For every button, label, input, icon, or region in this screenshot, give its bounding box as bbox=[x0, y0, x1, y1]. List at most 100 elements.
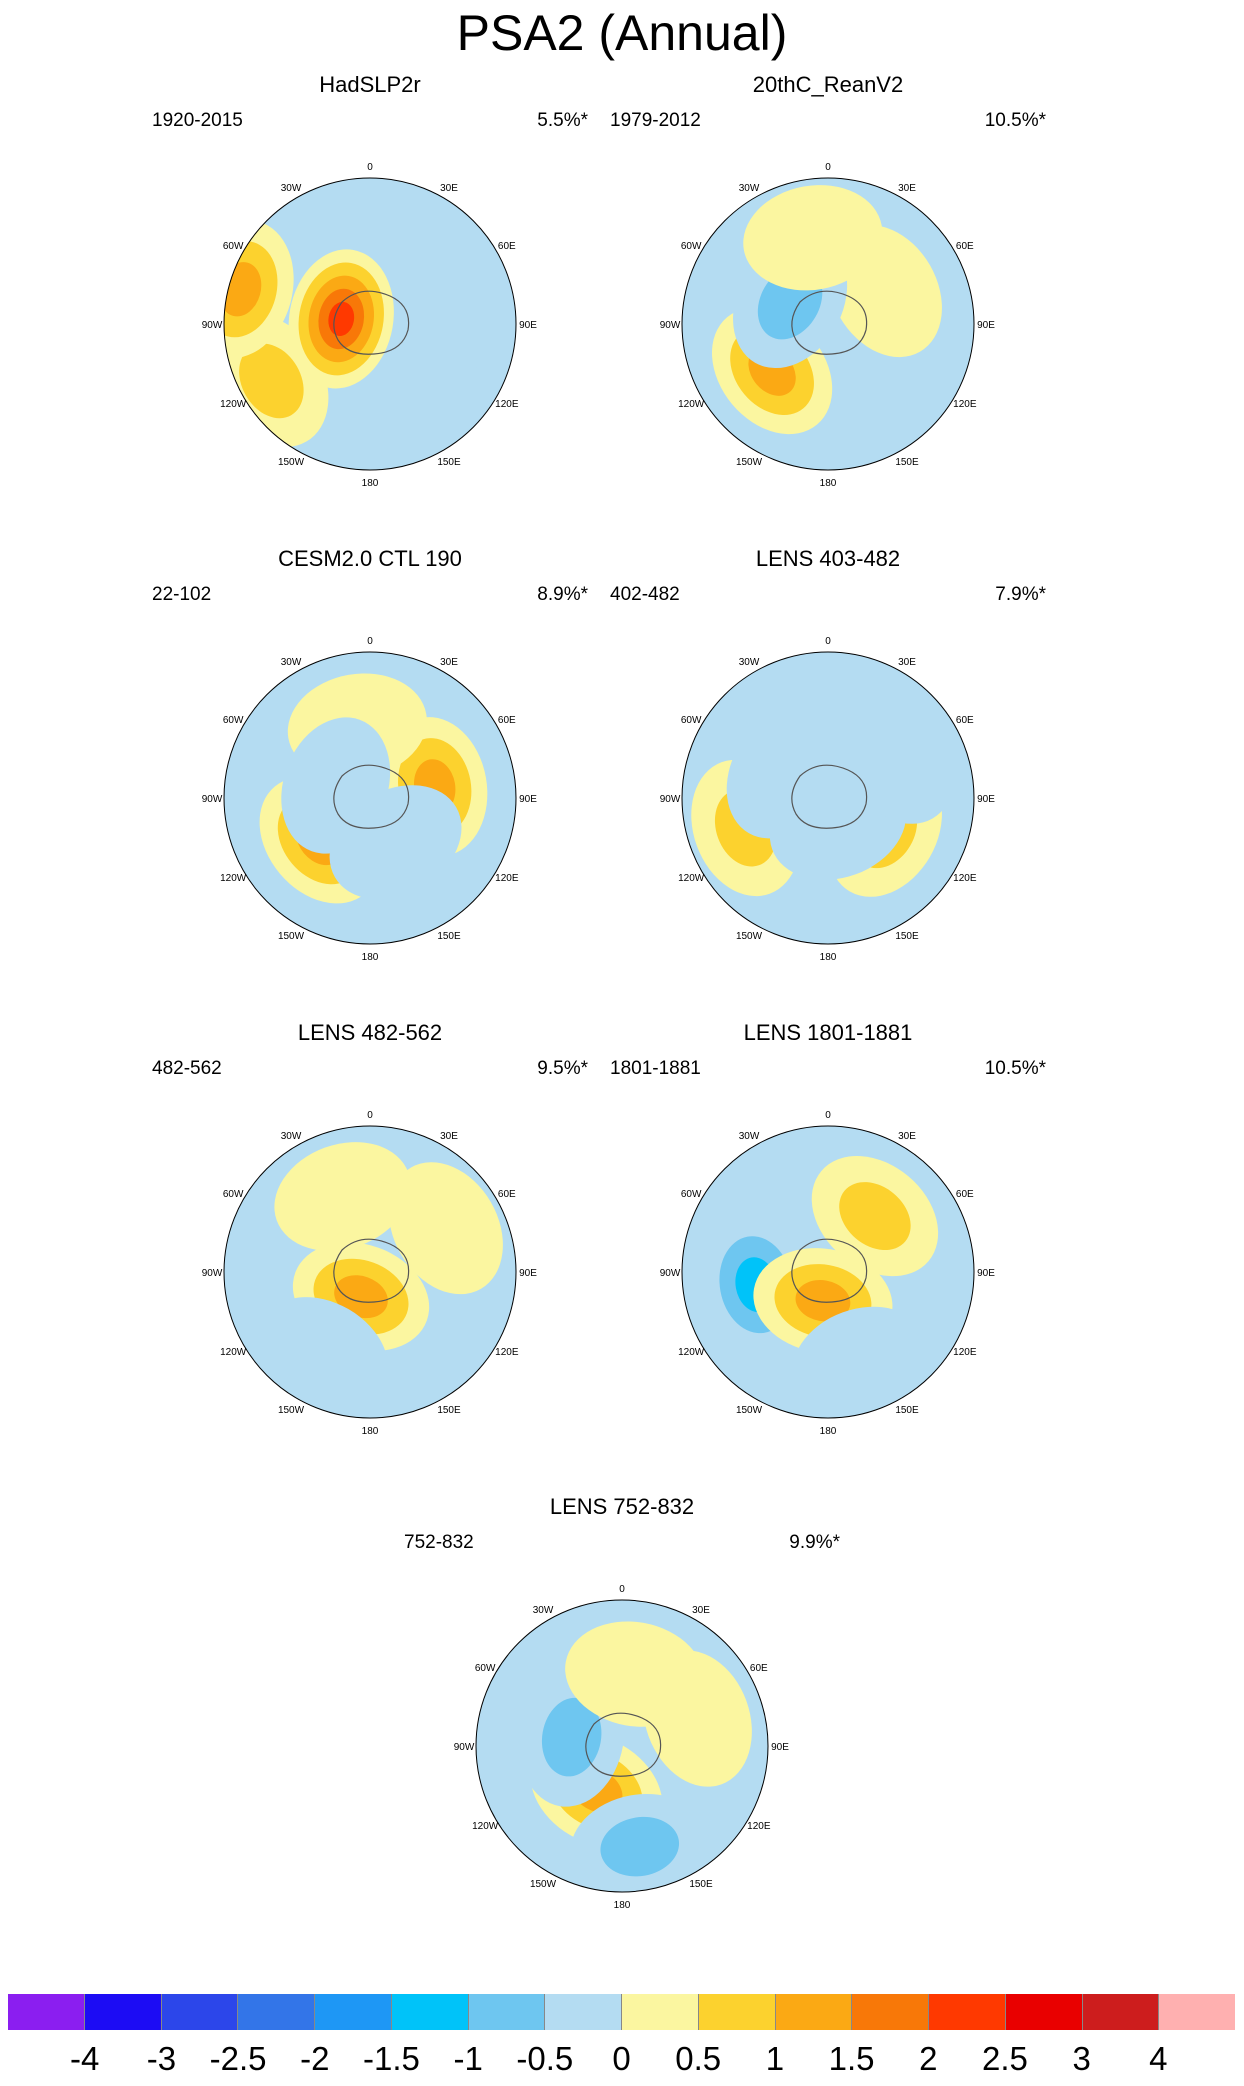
longitude-label: 120W bbox=[678, 1347, 705, 1358]
longitude-label: 150W bbox=[736, 1405, 763, 1416]
longitude-label: 90W bbox=[454, 1742, 475, 1753]
colorbar-tick-label: 2 bbox=[919, 2040, 938, 2077]
panel-lens-482: LENS 482-562 482-562 9.5%* 0 30E 60E 90E 120… bbox=[140, 1020, 600, 1480]
colorbar-swatch bbox=[238, 1994, 315, 2030]
colorbar-swatch bbox=[84, 1994, 162, 2030]
longitude-label: 60E bbox=[498, 715, 516, 726]
colorbar-swatch bbox=[775, 1994, 853, 2030]
longitude-label: 150W bbox=[278, 931, 305, 942]
anomaly-contour bbox=[743, 185, 883, 291]
panel-cesm2-ctl: CESM2.0 CTL 190 22-102 8.9%* 0 30E 60E 90E 1… bbox=[140, 546, 600, 1006]
longitude-label: 120E bbox=[495, 873, 519, 884]
longitude-label: 180 bbox=[820, 478, 837, 489]
antarctica-coastline bbox=[333, 290, 410, 355]
longitude-label: 30W bbox=[739, 183, 760, 194]
longitude-label: 120E bbox=[747, 1821, 771, 1832]
antarctica-coastline bbox=[333, 1238, 410, 1303]
colorbar-swatch bbox=[929, 1994, 1006, 2030]
period-label: 482-562 bbox=[152, 1058, 222, 1079]
longitude-label: 0 bbox=[825, 636, 831, 647]
colorbar-tick-label: 1 bbox=[765, 2040, 785, 2077]
longitude-label: 0 bbox=[367, 1110, 373, 1121]
longitude-label: 180 bbox=[614, 1900, 631, 1911]
longitude-label: 90W bbox=[660, 1268, 681, 1279]
longitude-label: 150W bbox=[736, 457, 763, 468]
colorbar-swatch bbox=[622, 1994, 699, 2030]
longitude-label: 180 bbox=[362, 1426, 379, 1437]
longitude-label: 150W bbox=[530, 1879, 557, 1890]
map-boundary bbox=[681, 651, 975, 945]
colorbar-swatch bbox=[698, 1994, 776, 2030]
polar-map: 0 30E 60E 90E 120E 150E 180 150W 120W 90W 60W 30W bbox=[202, 1110, 538, 1437]
longitude-label: 90E bbox=[771, 1742, 789, 1753]
variance-label: 7.9%* bbox=[995, 584, 1046, 605]
period-label: 752-832 bbox=[404, 1532, 474, 1553]
longitude-label: 30E bbox=[898, 183, 916, 194]
panel-lens-752: LENS 752-832 752-832 9.9%* 0 30E 60E 90E 120… bbox=[392, 1494, 852, 1954]
longitude-label: 60W bbox=[223, 715, 244, 726]
antarctica-coastline bbox=[791, 1238, 868, 1303]
anomaly-contour bbox=[383, 254, 488, 394]
panel-title: LENS 482-562 bbox=[297, 1020, 443, 1045]
colorbar-tick-label: -1.5 bbox=[363, 2040, 420, 2077]
map-boundary bbox=[475, 1599, 769, 1893]
longitude-label: 90E bbox=[519, 794, 537, 805]
longitude-label: 180 bbox=[362, 952, 379, 963]
map-boundary bbox=[223, 1125, 517, 1419]
colorbar-tick-label: -4 bbox=[70, 2040, 100, 2077]
longitude-label: 30W bbox=[281, 183, 302, 194]
longitude-label: 60E bbox=[956, 1189, 974, 1200]
longitude-label: 90W bbox=[660, 794, 681, 805]
polar-map: 0 30E 60E 90E 120E 150E 180 150W 120W 90W 60W 30W bbox=[202, 636, 538, 963]
polar-map: 0 30E 60E 90E 120E 150E 180 150W 120W 90W 60W 30W bbox=[660, 162, 996, 489]
anomaly-contour bbox=[839, 1182, 911, 1251]
panel-hadslp2r: HadSLP2r 1920-2015 5.5%* 0 30E 60E 90E 120E 1… bbox=[140, 72, 600, 532]
longitude-label: 150E bbox=[437, 1405, 461, 1416]
anomaly-contour bbox=[600, 1816, 680, 1877]
antarctica-coastline bbox=[791, 764, 868, 829]
map-boundary bbox=[681, 1125, 975, 1419]
polar-map: 0 30E 60E 90E 120E 150E 180 150W 120W 90W 60W 30W bbox=[660, 636, 996, 963]
longitude-label: 120W bbox=[678, 873, 705, 884]
longitude-label: 120W bbox=[220, 873, 247, 884]
anomaly-contour bbox=[792, 1306, 929, 1416]
longitude-label: 120E bbox=[495, 399, 519, 410]
longitude-label: 90E bbox=[977, 320, 995, 331]
panel-title: 20thC_ReanV2 bbox=[752, 72, 904, 97]
longitude-label: 150E bbox=[895, 457, 919, 468]
panel-lens-403: LENS 403-482 402-482 7.9%* 0 30E 60E 90E 120… bbox=[598, 546, 1058, 1006]
panel-title: LENS 752-832 bbox=[549, 1494, 695, 1519]
longitude-label: 120W bbox=[678, 399, 705, 410]
colorbar-tick-label: 2.5 bbox=[982, 2040, 1028, 2077]
longitude-label: 150E bbox=[437, 931, 461, 942]
variance-label: 9.9%* bbox=[789, 1532, 840, 1553]
anomaly-contour bbox=[726, 706, 841, 839]
longitude-label: 120W bbox=[220, 1347, 247, 1358]
longitude-label: 90W bbox=[660, 320, 681, 331]
longitude-label: 90E bbox=[977, 794, 995, 805]
longitude-label: 150E bbox=[437, 457, 461, 468]
longitude-label: 0 bbox=[825, 162, 831, 173]
map-boundary bbox=[223, 177, 517, 471]
colorbar-swatch bbox=[468, 1994, 546, 2030]
antarctica-coastline bbox=[333, 764, 410, 829]
longitude-label: 90E bbox=[519, 320, 537, 331]
longitude-label: 60E bbox=[750, 1663, 768, 1674]
longitude-label: 60W bbox=[475, 1663, 496, 1674]
longitude-label: 60E bbox=[956, 715, 974, 726]
longitude-label: 30E bbox=[440, 1131, 458, 1142]
colorbar-tick-label: 3 bbox=[1072, 2040, 1091, 2077]
longitude-label: 150W bbox=[278, 1405, 305, 1416]
longitude-label: 30W bbox=[739, 657, 760, 668]
colorbar-tick-label: -1 bbox=[453, 2040, 483, 2077]
longitude-label: 120W bbox=[220, 399, 247, 410]
longitude-label: 60E bbox=[498, 1189, 516, 1200]
longitude-label: 150W bbox=[736, 931, 763, 942]
map-boundary bbox=[681, 177, 975, 471]
longitude-label: 90E bbox=[519, 1268, 537, 1279]
longitude-label: 90E bbox=[977, 1268, 995, 1279]
period-label: 1920-2015 bbox=[152, 110, 243, 131]
longitude-label: 30E bbox=[898, 657, 916, 668]
longitude-label: 0 bbox=[367, 636, 373, 647]
colorbar-swatch bbox=[391, 1994, 469, 2030]
